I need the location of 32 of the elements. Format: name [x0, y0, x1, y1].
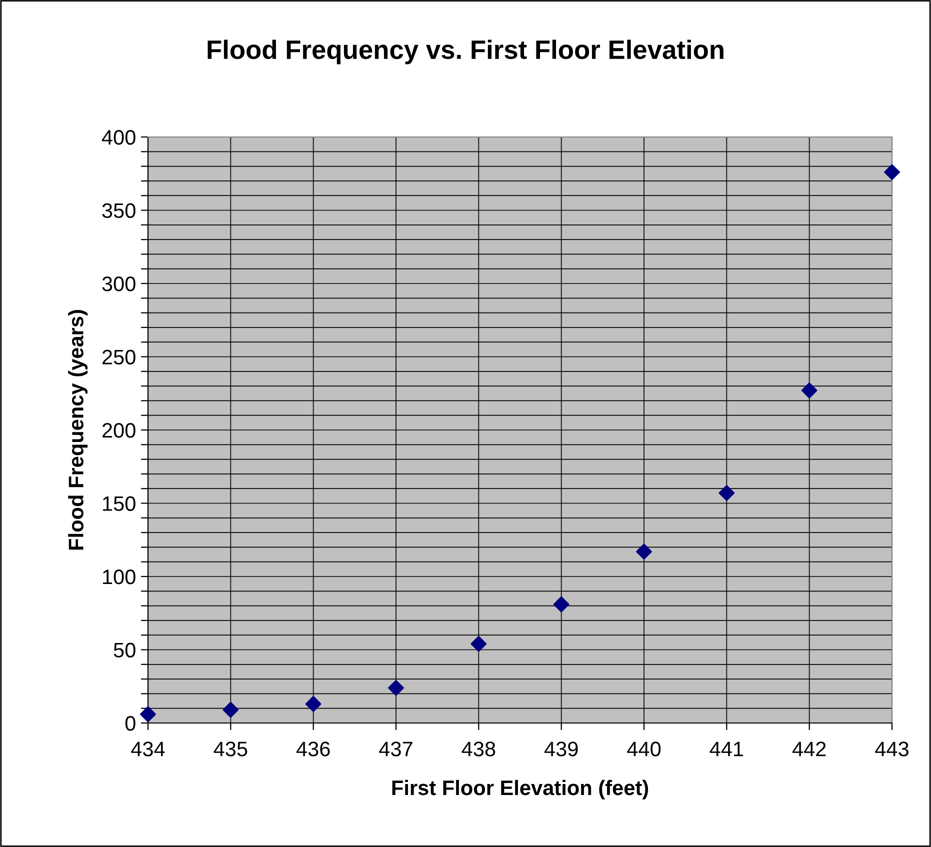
x-tick-label: 440: [627, 742, 661, 756]
x-tick-label: 438: [462, 742, 496, 756]
point: [718, 485, 735, 501]
y-tick-label: 100: [103, 570, 136, 584]
x-axis-title: First Floor Elevation (feet): [392, 780, 648, 800]
y-tick-label: 350: [102, 203, 136, 218]
point: [140, 706, 156, 722]
point: [884, 164, 900, 180]
y-tick-label: 400: [102, 130, 136, 145]
x-tick-label: 437: [379, 742, 412, 756]
y-tick-label: 0: [125, 716, 136, 731]
y-tick-label: 50: [114, 642, 136, 658]
x-tick-label: 441: [710, 742, 744, 756]
point: [553, 596, 570, 612]
x-tick-label: 434: [131, 742, 165, 756]
chart-title: Flood Frequency vs. First Floor Elevation: [208, 40, 724, 64]
y-axis-title: Flood Frequency (years): [68, 310, 88, 550]
y-tick-label: 200: [102, 423, 136, 438]
point: [222, 702, 239, 718]
point: [636, 544, 652, 560]
point: [470, 636, 487, 652]
point: [305, 696, 322, 712]
y-tick-label: 300: [102, 276, 136, 292]
y-tick-label: 150: [103, 496, 136, 512]
x-tick-label: 439: [544, 742, 578, 756]
x-tick-label: 443: [875, 742, 908, 756]
y-tick-label: 250: [102, 350, 136, 365]
point: [801, 382, 818, 398]
point: [388, 680, 404, 696]
x-tick-label: 436: [296, 742, 330, 756]
x-tick-label: 442: [792, 742, 826, 756]
x-tick-label: 435: [214, 742, 248, 756]
